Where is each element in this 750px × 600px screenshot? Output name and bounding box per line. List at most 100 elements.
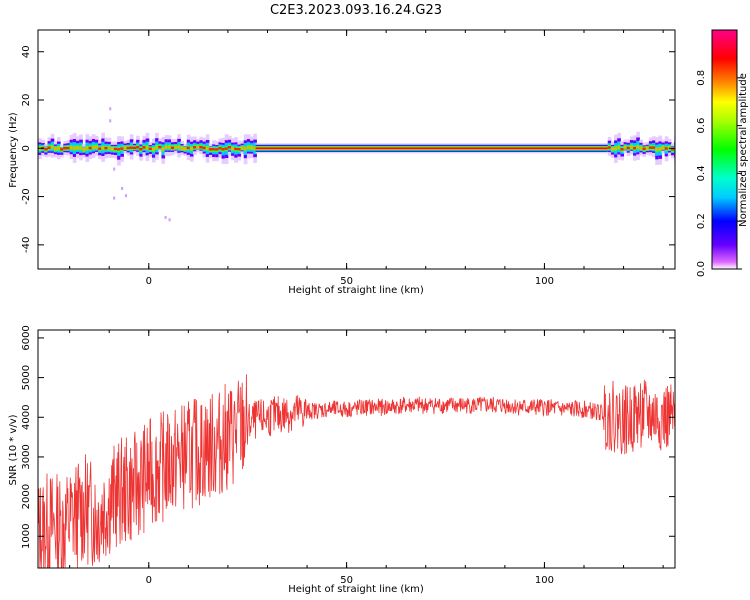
band-peak [123,146,128,150]
x-tick-label: 50 [340,575,353,586]
band-peak [199,145,204,149]
band-peak [664,147,669,150]
band-peak [72,146,77,150]
band-peak [101,146,105,150]
band-peak [136,146,140,149]
colorbar-tick-label: 0.4 [696,165,707,181]
band-peak [205,147,210,150]
band-peak [174,146,178,149]
band-peak [69,146,74,149]
y-tick-label: 3000 [21,444,32,469]
snr-ticks: 0 50 100 1000 2000 3000 4000 5000 6000 [21,325,675,586]
band-peak [671,148,675,151]
x-tick-label: 50 [340,276,353,287]
band-peak [231,147,235,150]
band-peak [132,146,137,150]
band-peak [623,146,628,149]
band-peak [63,146,67,150]
band-peak [75,146,80,150]
band-peak [66,146,71,150]
band-peak [126,146,131,150]
outlier [125,194,128,198]
band-peak [183,147,188,151]
band-peak [161,147,166,151]
band-peak [250,146,254,150]
band-peak [94,146,99,149]
band-peak [139,147,143,151]
band-peak [53,147,58,150]
snr-line [38,374,675,568]
band-peak [120,147,124,150]
band-peak [636,146,640,149]
colorbar-gradient [711,29,738,270]
y-tick-label: 6000 [21,325,32,350]
band-peak [196,146,200,149]
band-peak [655,148,659,151]
band-peak [221,148,226,151]
colorbar-label: Normalized spectral amplitude [738,73,749,227]
band-peak [652,146,656,149]
band-peak [50,146,55,149]
outlier [121,186,124,190]
band-peak [167,146,172,149]
band-peak [215,148,219,151]
y-tick-label: 40 [21,45,32,58]
band-peak [255,147,608,150]
band-peak [626,146,631,150]
band-peak [633,146,637,150]
band-peak [117,148,121,151]
outlier [113,167,116,171]
outlier [113,196,116,200]
snr-series [38,374,675,568]
band-peak [253,147,257,150]
spectrogram-frame [37,29,676,270]
band-peak [129,146,134,149]
spectrogram-xlabel: Height of straight line (km) [288,285,424,296]
band-peak [98,147,102,150]
band-peak [104,146,109,150]
band-peak [85,147,90,150]
band-peak [113,147,118,151]
band-peak [47,146,52,149]
x-tick-label: 100 [535,575,554,586]
band-peak [620,148,625,151]
band-peak [629,145,634,149]
colorbar-tick-label: 0.6 [696,118,707,134]
spectrogram-panel: 0 50 100 -40 -20 0 20 40 Height of straight lin… [8,29,676,296]
band-peak [82,148,86,151]
y-tick-label: 0 [21,145,32,151]
y-tick-label: 4000 [21,405,32,430]
band-peak [617,146,621,149]
band-peak [88,146,93,150]
band-peak [155,146,159,149]
band-peak [661,146,666,149]
band-peak [107,146,112,150]
band-peak [91,146,96,149]
band-peak [148,147,153,150]
figure-title: C2E3.2023.093.16.24.G23 [270,3,442,18]
y-tick-label: 1000 [21,524,32,549]
band-peak [189,147,194,150]
x-tick-label: 0 [146,276,152,287]
colorbar-tick-label: 0.8 [696,70,707,86]
spectral-band [38,107,675,222]
band-peak [607,146,612,149]
band-peak [151,147,156,151]
y-tick-label: -20 [21,188,32,204]
band-peak [246,146,251,149]
snr-xlabel: Height of straight line (km) [288,584,424,595]
y-tick-label: 5000 [21,365,32,390]
band-peak [648,146,653,149]
band-peak [79,146,83,150]
colorbar-tick-label: 0.0 [696,261,707,277]
band-peak [170,146,175,150]
band-peak [164,146,169,149]
x-tick-label: 100 [535,276,554,287]
band-peak [193,146,197,149]
band-peak [158,145,162,149]
band-peak [639,146,644,150]
band-peak [218,147,223,150]
band-peak [237,148,242,151]
band-peak [110,147,115,151]
